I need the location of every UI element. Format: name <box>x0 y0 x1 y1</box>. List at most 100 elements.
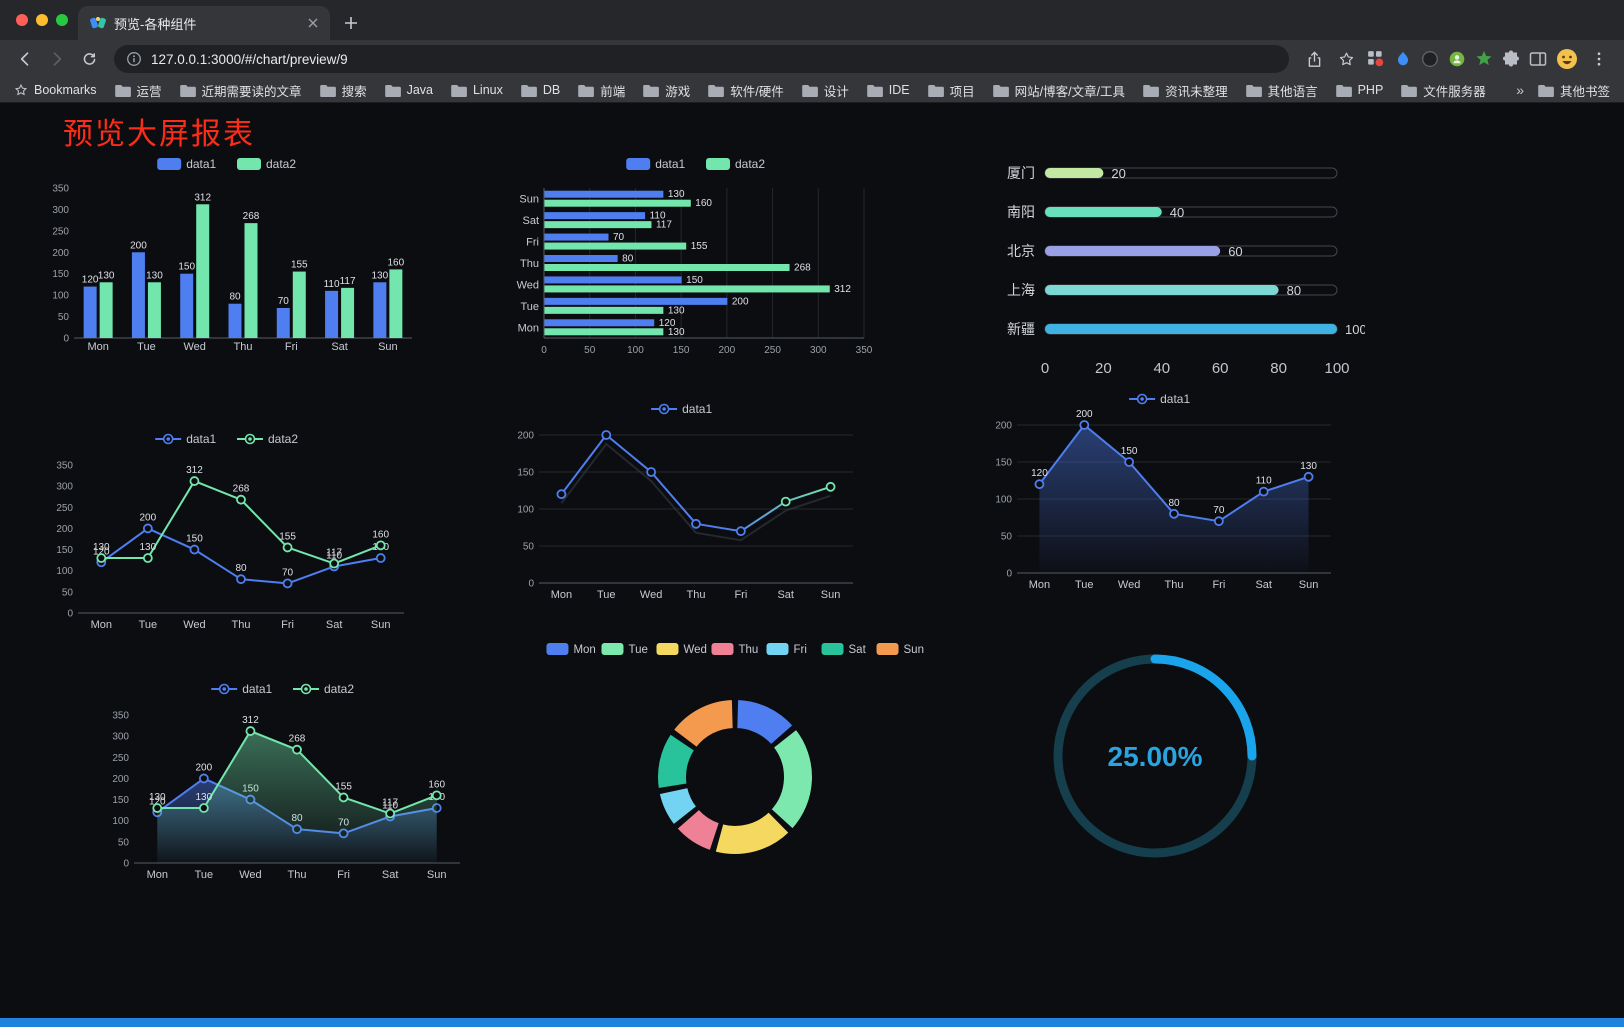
svg-text:160: 160 <box>372 529 389 540</box>
bookmarks-overflow-chevron[interactable]: » <box>1516 82 1524 98</box>
svg-text:155: 155 <box>335 781 352 792</box>
window-zoom-button[interactable] <box>56 14 68 26</box>
pie-slice-Wed[interactable] <box>713 810 791 856</box>
puzzle-icon[interactable] <box>1502 50 1520 68</box>
legend-item-Sat[interactable]: Sat <box>821 643 867 656</box>
svg-text:Fri: Fri <box>337 869 350 881</box>
svg-text:200: 200 <box>140 512 157 523</box>
svg-text:312: 312 <box>186 465 203 476</box>
svg-text:Wed: Wed <box>239 869 261 881</box>
legend-item-data1[interactable]: data1 <box>157 157 217 171</box>
bookmark-folder-9[interactable]: 设计 <box>801 81 849 100</box>
legend-item-data2[interactable]: data2 <box>706 157 765 171</box>
svg-text:Fri: Fri <box>281 619 294 631</box>
bookmark-folder-13[interactable]: 资讯未整理 <box>1143 81 1228 100</box>
bookmark-folder-0[interactable]: 运营 <box>114 81 162 100</box>
svg-text:Mon: Mon <box>91 619 112 631</box>
svg-text:117: 117 <box>326 548 342 559</box>
blue-extension-icon[interactable] <box>1394 50 1412 68</box>
svg-text:Sun: Sun <box>821 589 841 601</box>
bookmark-folder-14[interactable]: 其他语言 <box>1245 81 1318 100</box>
bookmarks-manager[interactable]: Bookmarks <box>14 83 97 97</box>
svg-text:150: 150 <box>112 795 129 806</box>
legend-item-Tue[interactable]: Tue <box>601 643 648 656</box>
browser-tab[interactable]: 预览-各种组件 <box>78 6 330 40</box>
bookmark-folder-6[interactable]: 前端 <box>578 81 625 100</box>
svg-text:130: 130 <box>196 792 213 803</box>
bookmark-folder-15[interactable]: PHP <box>1335 83 1383 97</box>
bookmark-folder-12[interactable]: 网站/博客/文章/工具 <box>992 81 1125 100</box>
svg-text:200: 200 <box>52 248 69 259</box>
pie-slice-Thu[interactable] <box>675 807 721 853</box>
folder-icon <box>114 84 131 97</box>
green-star-extension-icon[interactable] <box>1475 50 1493 68</box>
profile-avatar[interactable] <box>1556 48 1578 70</box>
svg-text:130: 130 <box>668 189 685 200</box>
svg-text:312: 312 <box>194 192 211 203</box>
new-tab-button[interactable] <box>336 8 366 38</box>
bookmark-folder-5[interactable]: DB <box>521 83 560 97</box>
sidebar-icon[interactable] <box>1529 50 1547 68</box>
bookmark-folder-3[interactable]: Java <box>384 83 433 97</box>
legend-item-Thu[interactable]: Thu <box>711 643 758 656</box>
svg-text:50: 50 <box>118 837 130 848</box>
svg-text:50: 50 <box>1001 532 1013 543</box>
dark-circle-extension-icon[interactable] <box>1421 50 1439 68</box>
bookmark-folder-16[interactable]: 文件服务器 <box>1401 81 1486 100</box>
svg-text:80: 80 <box>1168 498 1180 509</box>
bookmark-folder-2[interactable]: 搜索 <box>319 81 367 100</box>
gauge-value-label: 25.00% <box>1108 741 1203 772</box>
bookmark-folder-11[interactable]: 项目 <box>927 81 975 100</box>
svg-text:Mon: Mon <box>551 589 572 601</box>
menu-button[interactable] <box>1584 44 1614 74</box>
share-button[interactable] <box>1299 44 1329 74</box>
legend-item-Fri[interactable]: Fri <box>766 643 807 656</box>
pie-slice-Mon[interactable] <box>735 698 795 747</box>
legend-item-data1[interactable]: data1 <box>651 402 712 416</box>
legend-item-data1[interactable]: data1 <box>1129 392 1190 406</box>
legend-item-data2[interactable]: data2 <box>237 157 296 171</box>
back-icon <box>20 52 29 66</box>
pie-slice-Sun[interactable] <box>671 698 735 750</box>
svg-text:Sun: Sun <box>427 869 447 881</box>
legend-item-data1[interactable]: data1 <box>211 682 273 696</box>
svg-text:160: 160 <box>695 198 712 209</box>
reload-button[interactable] <box>74 44 104 74</box>
svg-text:Fri: Fri <box>794 644 807 656</box>
other-bookmarks[interactable]: 其他书签 <box>1538 81 1610 100</box>
window-close-button[interactable] <box>16 14 28 26</box>
bookmark-label: 其他书签 <box>1559 84 1610 99</box>
address-bar[interactable]: 127.0.0.1:3000/#/chart/preview/9 <box>114 45 1289 73</box>
bookmark-folder-1[interactable]: 近期需要读的文章 <box>179 81 302 100</box>
tab-close-icon[interactable] <box>304 14 322 32</box>
svg-text:data1: data1 <box>682 402 712 416</box>
legend-item-Sun[interactable]: Sun <box>876 643 924 656</box>
bookmark-folder-7[interactable]: 游戏 <box>643 81 690 100</box>
grid-extension-icon[interactable] <box>1367 50 1385 68</box>
forward-button[interactable] <box>42 44 72 74</box>
pie-slice-Sat[interactable] <box>656 732 697 791</box>
svg-text:Tue: Tue <box>628 644 647 656</box>
chart-line-two-series: data1 data2 0 50 100 150 200 250 300 350 Mon Tue Wed… <box>42 423 416 646</box>
back-button[interactable] <box>10 44 40 74</box>
legend-item-data2[interactable]: data2 <box>237 432 298 446</box>
legend-item-data1[interactable]: data1 <box>626 157 686 171</box>
bookmark-folder-4[interactable]: Linux <box>451 83 503 97</box>
bookmark-folder-10[interactable]: IDE <box>866 83 910 97</box>
green-circle-extension-icon[interactable] <box>1448 50 1466 68</box>
bookmark-page-button[interactable] <box>1331 44 1361 74</box>
pie-slice-Fri[interactable] <box>657 786 699 827</box>
svg-text:Wed: Wed <box>183 619 205 631</box>
window-minimize-button[interactable] <box>36 14 48 26</box>
pie-slice-Tue[interactable] <box>769 727 814 831</box>
legend-item-data1[interactable]: data1 <box>155 432 217 446</box>
svg-text:250: 250 <box>56 503 73 514</box>
legend-item-data2[interactable]: data2 <box>293 682 354 696</box>
legend-item-Mon[interactable]: Mon <box>546 643 596 656</box>
svg-text:100: 100 <box>52 291 69 302</box>
svg-text:0: 0 <box>123 859 129 870</box>
legend-item-Wed[interactable]: Wed <box>656 643 707 656</box>
bookmark-folder-8[interactable]: 软件/硬件 <box>708 81 784 100</box>
svg-text:厦门: 厦门 <box>1007 165 1035 181</box>
info-icon[interactable] <box>126 51 142 67</box>
